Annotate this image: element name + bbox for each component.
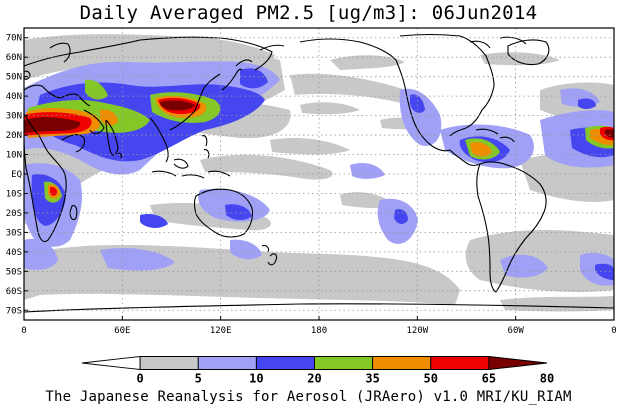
lon-label: 120E	[210, 326, 232, 336]
lat-label: 30N	[6, 112, 22, 122]
coastlines	[24, 33, 614, 313]
pm25-field	[24, 33, 614, 313]
lat-label: EQ	[11, 170, 22, 180]
colorbar-label: 80	[540, 372, 554, 386]
lat-label: 40S	[6, 248, 22, 258]
lon-label: 60E	[114, 326, 130, 336]
colorbar-swatch	[81, 355, 141, 371]
longitude-labels: 0 60E 120E 180 120W 60W 0	[21, 326, 616, 336]
colorbar-label: 65	[482, 372, 496, 386]
colorbar-swatch	[314, 356, 374, 370]
lat-label: 20N	[6, 131, 22, 141]
colorbar-swatch	[197, 356, 257, 370]
lat-label: 60S	[6, 287, 22, 297]
colorbar-swatch	[255, 356, 315, 370]
lat-label: 10S	[6, 189, 22, 199]
lon-label: 120W	[406, 326, 428, 336]
lat-label: 10N	[6, 151, 22, 161]
lat-label: 40N	[6, 92, 22, 102]
colorbar: 0 5 10 20 35 50 65 80	[81, 355, 554, 386]
colorbar-label: 50	[424, 372, 438, 386]
latitude-labels: 70N 60N 50N 40N 30N 20N 10N EQ 10S 20S 30S 40S 50S 60…	[6, 34, 22, 317]
colorbar-swatch	[488, 355, 548, 371]
lat-label: 20S	[6, 209, 22, 219]
colorbar-swatch	[430, 356, 490, 370]
pm25-level-80	[24, 100, 614, 138]
lon-label: 180	[311, 326, 327, 336]
lat-label: 70S	[6, 306, 22, 316]
lat-label: 50N	[6, 73, 22, 83]
lat-label: 50S	[6, 267, 22, 277]
colorbar-label: 0	[137, 372, 144, 386]
lat-label: 60N	[6, 53, 22, 63]
credit-footer: The Japanese Reanalysis for Aerosol (JRA…	[45, 389, 572, 405]
colorbar-label: 5	[195, 372, 202, 386]
map-title: Daily Averaged PM2.5 [ug/m3]: 06Jun2014	[79, 2, 538, 24]
colorbar-label: 20	[307, 372, 321, 386]
colorbar-label: 35	[365, 372, 379, 386]
lon-label: 0	[21, 326, 26, 336]
lat-label: 70N	[6, 34, 22, 44]
colorbar-swatch	[372, 356, 432, 370]
lon-label: 0	[611, 326, 616, 336]
graticule	[24, 28, 614, 320]
colorbar-label: 10	[249, 372, 263, 386]
lon-label: 60W	[508, 326, 525, 336]
colorbar-swatch	[139, 356, 199, 370]
lat-label: 30S	[6, 228, 22, 238]
axis-ticks	[23, 37, 615, 320]
